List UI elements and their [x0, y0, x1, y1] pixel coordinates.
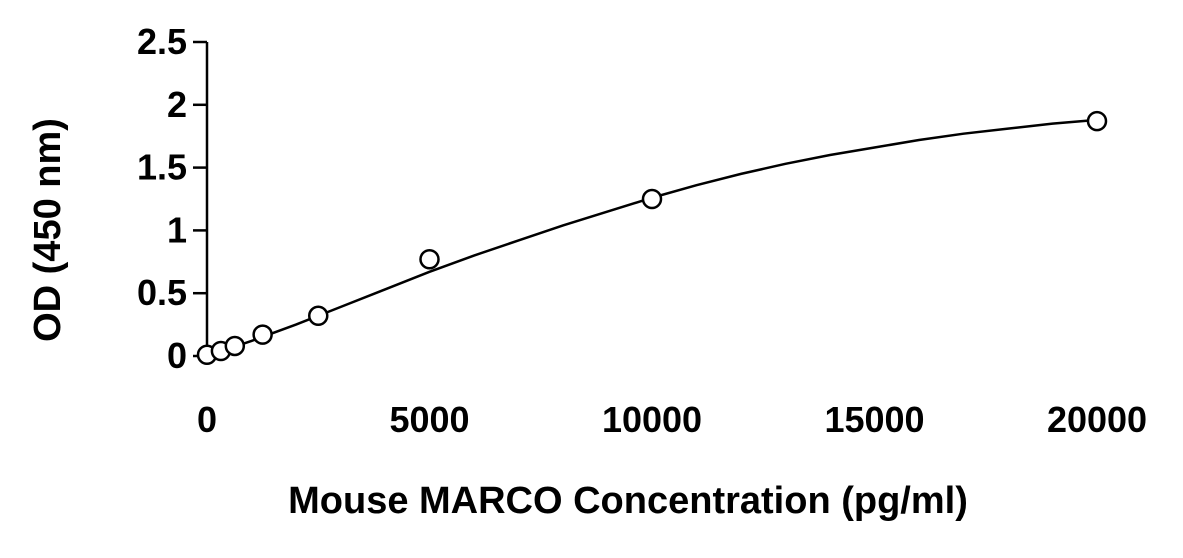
- x-tick-label: 15000: [824, 399, 924, 440]
- data-points: [196, 110, 1108, 365]
- data-point: [419, 249, 440, 270]
- x-tick-label: 10000: [602, 399, 702, 440]
- y-tick-label: 0: [167, 335, 187, 376]
- data-point: [308, 305, 329, 327]
- y-tick-label: 1.5: [137, 147, 187, 188]
- x-tick-label: 20000: [1047, 399, 1147, 440]
- x-tick-label: 0: [197, 399, 217, 440]
- y-tick-label: 2: [167, 84, 187, 125]
- data-point: [641, 188, 663, 210]
- data-point: [1086, 110, 1108, 132]
- x-axis-title: Mouse MARCO Concentration (pg/ml): [288, 480, 968, 522]
- data-point: [252, 324, 273, 345]
- data-point: [224, 335, 246, 357]
- fit-curve: [206, 118, 1098, 358]
- axes: 0 0.5 1 1.5 2 2.5 0 5000 10000 15000 20000: [137, 21, 1147, 440]
- y-tick-label: 1: [167, 209, 187, 250]
- y-tick-label: 2.5: [137, 21, 187, 62]
- fit-curve-layer: [206, 118, 1098, 358]
- x-tick-label: 5000: [389, 399, 469, 440]
- y-axis-title: OD (450 nm): [27, 118, 69, 342]
- y-tick-label: 0.5: [137, 272, 187, 313]
